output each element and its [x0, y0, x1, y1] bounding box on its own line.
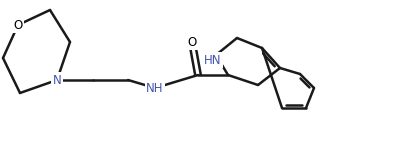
Text: O: O: [187, 35, 196, 49]
Text: N: N: [53, 74, 61, 86]
Text: HN: HN: [204, 54, 222, 66]
Text: O: O: [13, 19, 23, 31]
Text: NH: NH: [146, 81, 164, 95]
